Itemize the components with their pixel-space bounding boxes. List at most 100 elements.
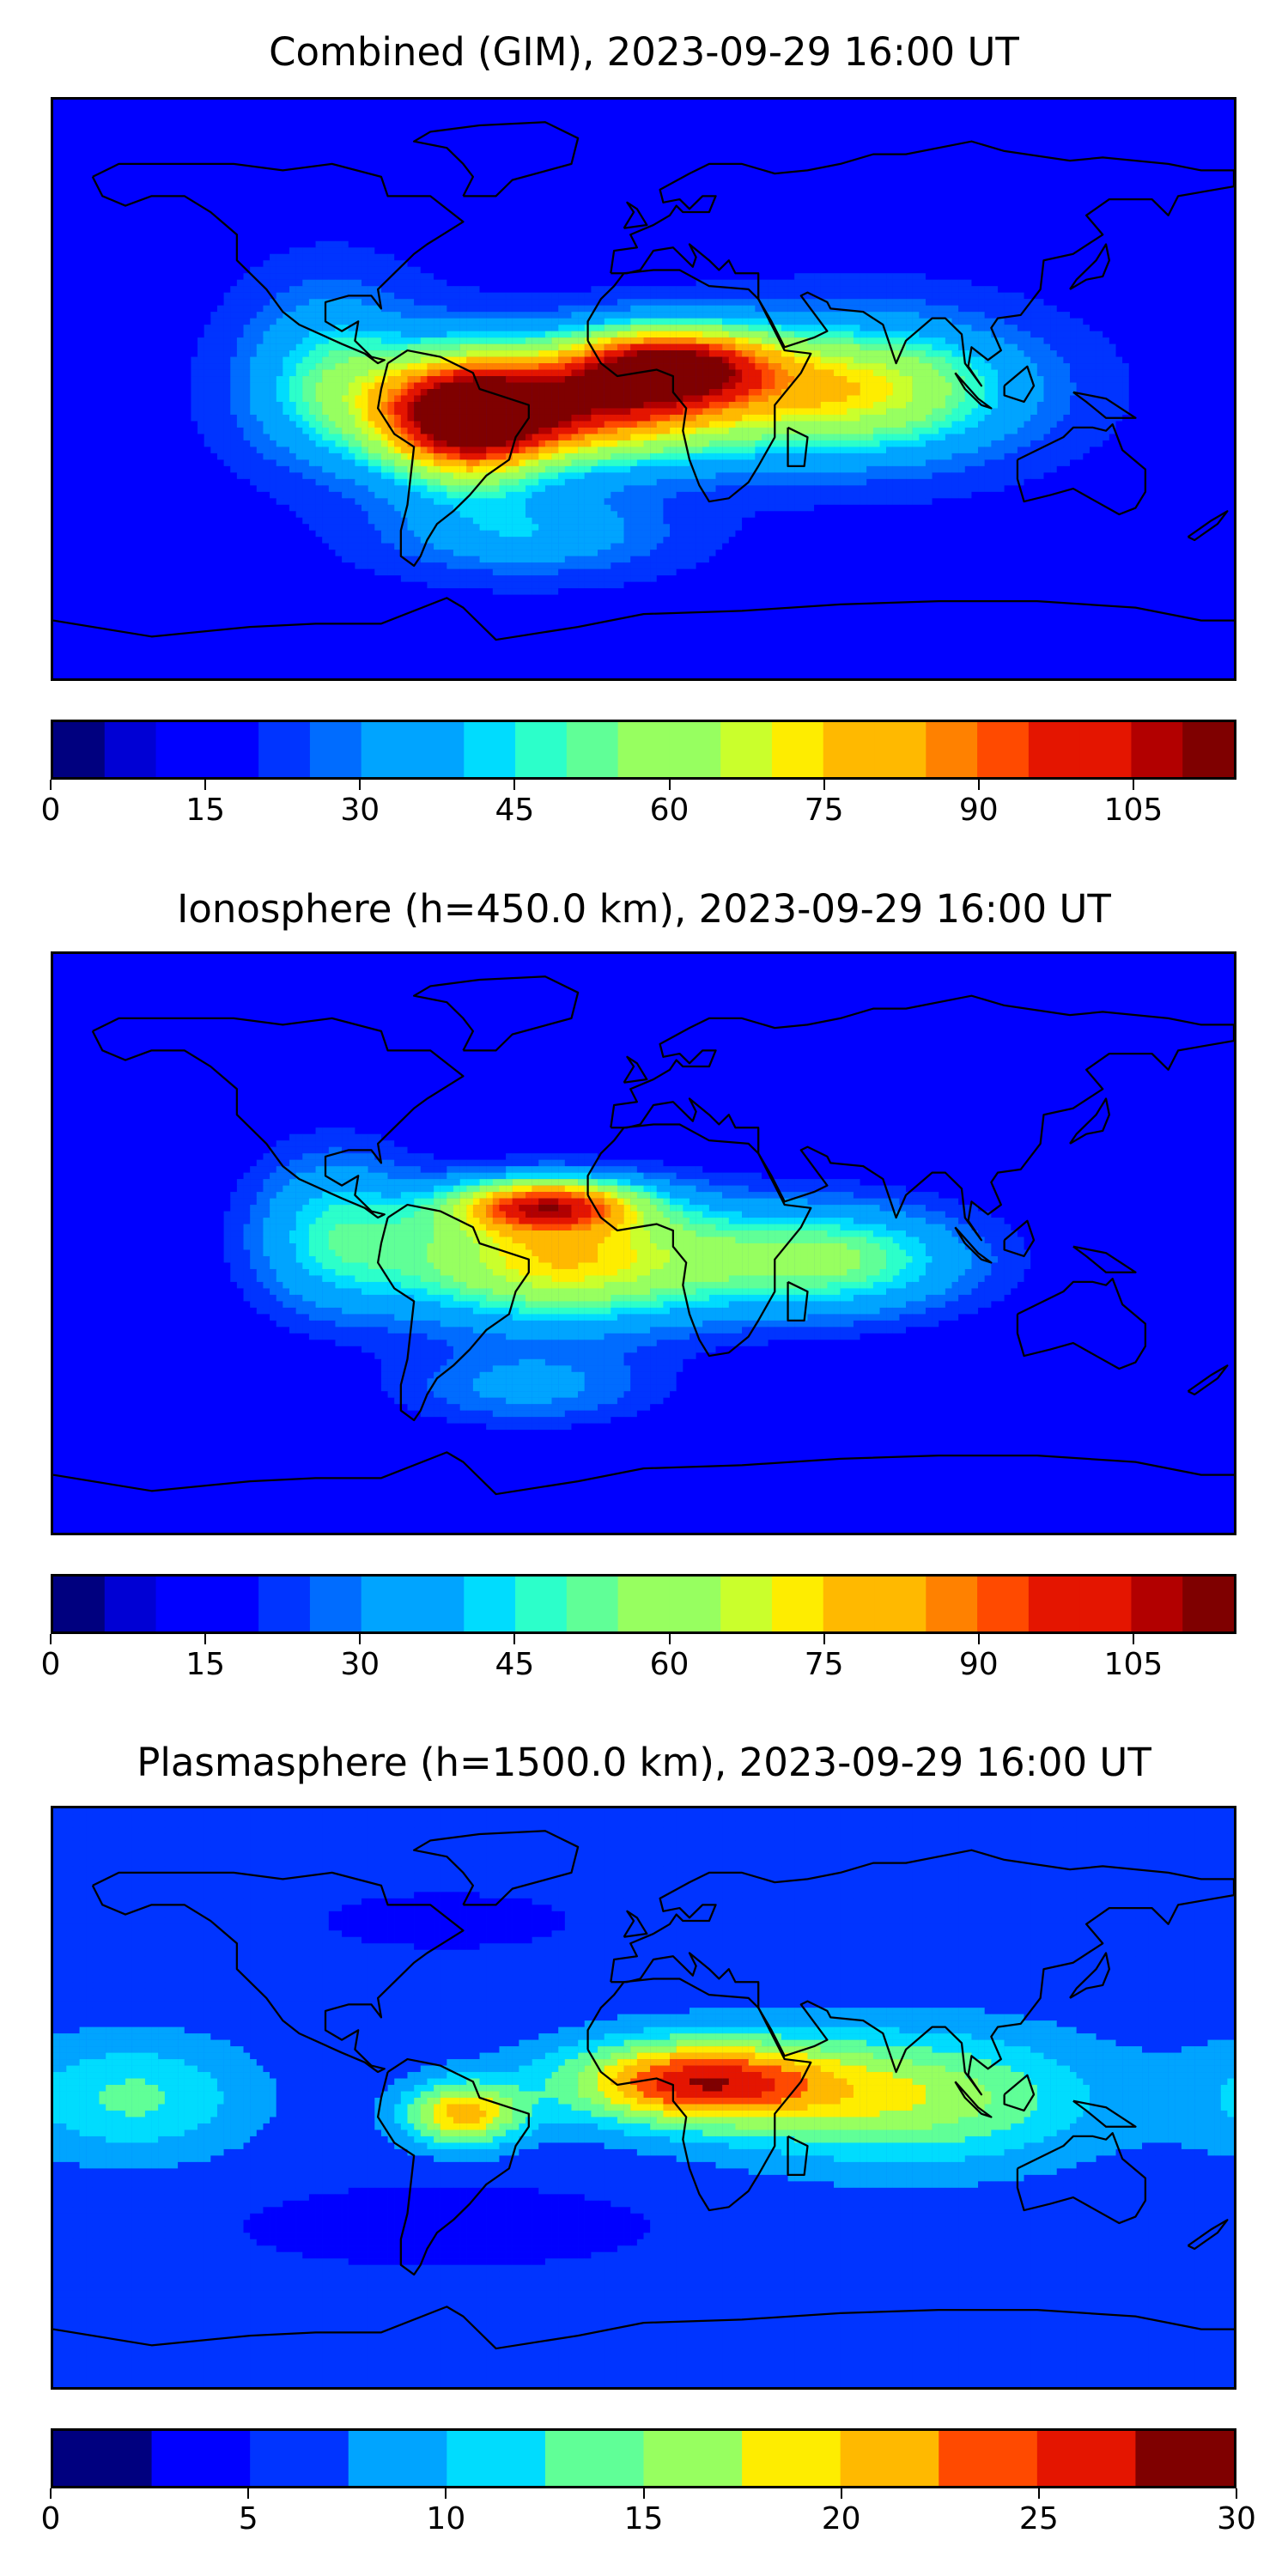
map-cell xyxy=(834,150,841,158)
map-cell xyxy=(912,150,920,158)
map-cell xyxy=(374,222,382,228)
map-cell xyxy=(1207,215,1215,222)
map-cell xyxy=(998,118,1005,126)
map-cell xyxy=(611,100,618,106)
map-cell xyxy=(92,170,100,178)
map-cell xyxy=(847,137,854,145)
map-cell xyxy=(1050,131,1057,139)
map-cell xyxy=(459,228,467,235)
map-cell xyxy=(800,253,808,261)
map-cell xyxy=(164,202,172,210)
map-cell xyxy=(1227,266,1234,274)
map-cell xyxy=(564,183,572,191)
map-cell xyxy=(696,215,703,222)
map-cell xyxy=(834,196,841,204)
map-cell xyxy=(355,273,362,280)
map-cell xyxy=(1096,106,1103,113)
map-cell xyxy=(118,209,126,216)
map-cell xyxy=(302,266,310,274)
map-cell xyxy=(197,253,204,261)
map-cell xyxy=(964,240,972,248)
map-cell xyxy=(1030,183,1038,191)
map-cell xyxy=(689,106,696,113)
map-cell xyxy=(434,137,440,145)
map-cell xyxy=(611,228,618,235)
map-cell xyxy=(696,247,703,254)
map-cell xyxy=(512,228,519,235)
map-cell xyxy=(584,266,592,274)
map-cell xyxy=(978,157,985,165)
map-cell xyxy=(492,118,500,126)
map-cell xyxy=(427,118,434,126)
map-cell xyxy=(735,131,743,139)
map-cell xyxy=(486,202,493,210)
map-cell xyxy=(348,176,355,184)
map-cell xyxy=(643,125,651,132)
map-cell xyxy=(171,202,179,210)
map-cell xyxy=(191,202,198,210)
map-cell xyxy=(151,106,159,113)
map-cell xyxy=(1194,247,1201,254)
map-cell xyxy=(663,260,671,267)
map-cell xyxy=(1070,137,1077,145)
map-cell xyxy=(499,137,507,145)
map-cell xyxy=(1227,240,1234,248)
map-cell xyxy=(335,150,343,158)
map-cell xyxy=(899,144,907,152)
map-cell xyxy=(939,247,946,254)
map-cell xyxy=(308,215,316,222)
map-cell xyxy=(794,260,802,267)
map-cell xyxy=(1011,125,1018,132)
map-cell xyxy=(676,253,683,261)
map-cell xyxy=(998,150,1005,158)
map-cell xyxy=(984,228,992,235)
map-cell xyxy=(820,202,828,210)
map-cell xyxy=(991,150,999,158)
map-cell xyxy=(506,100,513,106)
map-cell xyxy=(158,163,166,171)
map-cell xyxy=(932,100,939,106)
map-cell xyxy=(263,247,270,254)
map-cell xyxy=(676,118,683,126)
map-cell xyxy=(506,144,513,152)
map-cell xyxy=(400,189,408,197)
map-cell xyxy=(728,183,736,191)
map-cell xyxy=(276,118,283,126)
map-cell xyxy=(578,118,585,126)
map-cell xyxy=(807,137,815,145)
map-cell xyxy=(702,215,710,222)
map-cell xyxy=(1168,247,1176,254)
map-cell xyxy=(335,196,343,204)
map-cell xyxy=(1128,100,1136,106)
map-cell xyxy=(886,266,893,274)
map-cell xyxy=(407,118,415,126)
map-cell xyxy=(191,163,198,171)
map-cell xyxy=(656,247,664,254)
map-cell xyxy=(1109,118,1116,126)
map-cell xyxy=(656,106,664,113)
map-cell xyxy=(1030,266,1038,274)
map-cell xyxy=(617,228,624,235)
map-cell xyxy=(164,253,172,261)
map-cell xyxy=(164,196,172,204)
map-cell xyxy=(755,253,762,261)
map-cell xyxy=(1109,106,1116,113)
map-cell xyxy=(584,112,592,119)
map-cell xyxy=(728,125,736,132)
map-cell xyxy=(1011,209,1018,216)
map-cell xyxy=(243,253,251,261)
map-cell xyxy=(1076,222,1084,228)
map-cell xyxy=(598,222,605,228)
map-cell xyxy=(131,183,139,191)
map-cell xyxy=(702,266,710,274)
map-cell xyxy=(270,118,276,126)
map-cell xyxy=(492,215,500,222)
map-cell xyxy=(394,118,402,126)
map-cell xyxy=(847,125,854,132)
map-cell xyxy=(512,112,519,119)
map-cell xyxy=(978,240,985,248)
map-cell xyxy=(932,240,939,248)
map-cell xyxy=(1056,176,1064,184)
map-cell xyxy=(315,228,323,235)
map-cell xyxy=(308,266,316,274)
